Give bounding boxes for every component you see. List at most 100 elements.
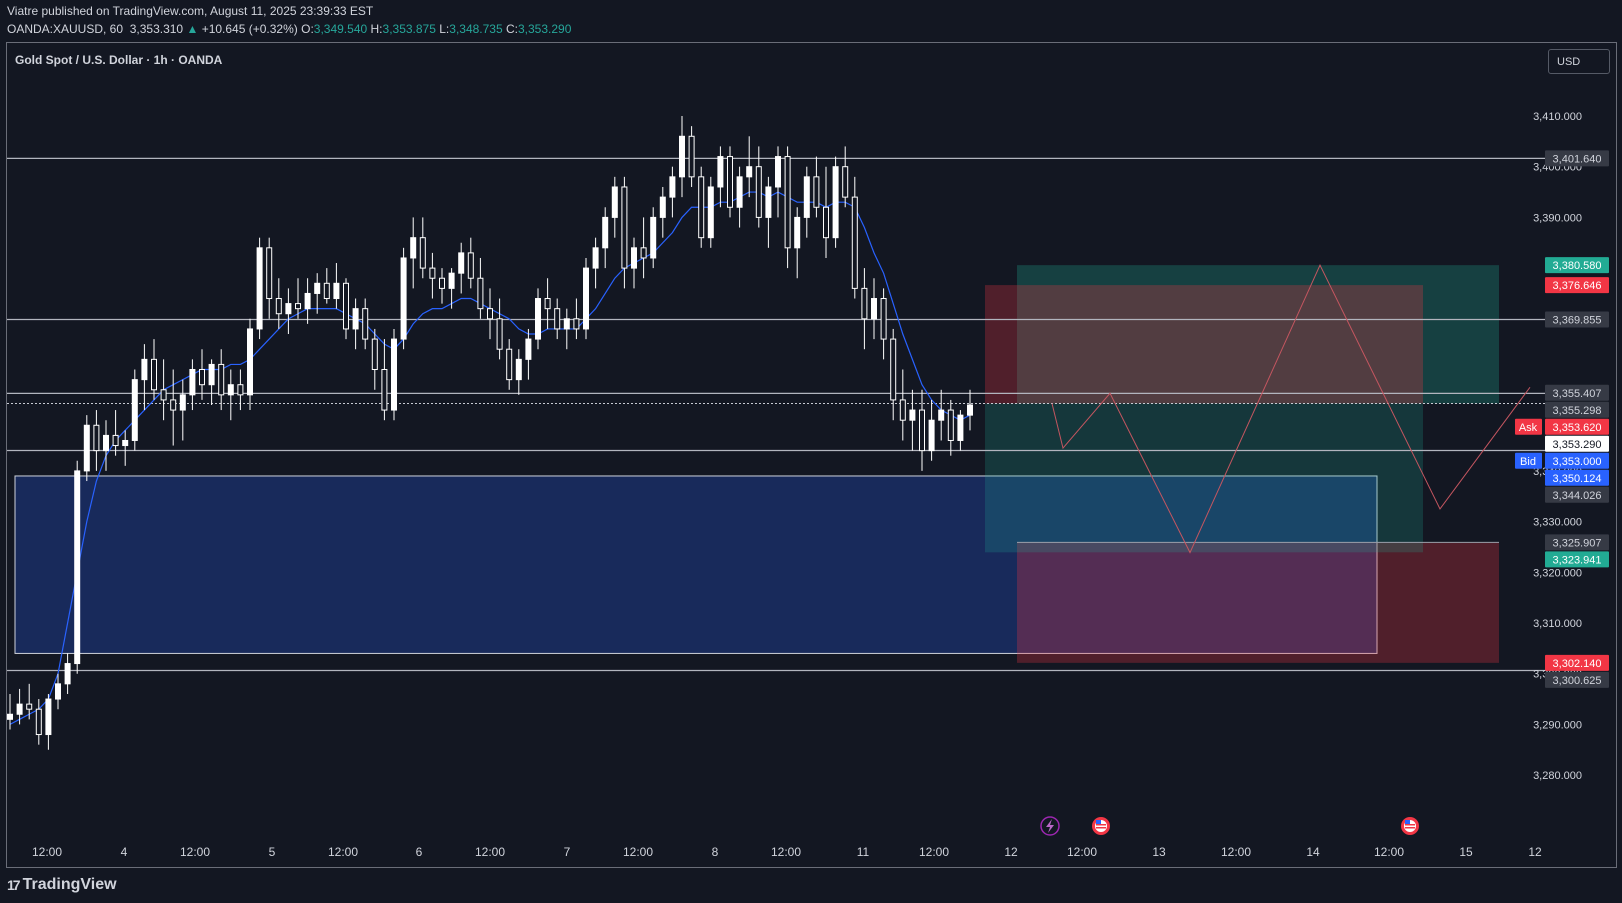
candle <box>717 146 724 208</box>
tradingview-brand[interactable]: 17 TradingView <box>7 876 117 894</box>
candle <box>631 237 637 289</box>
candle-body <box>381 369 388 411</box>
x-tick-label: 11 <box>857 845 870 859</box>
candle-body <box>525 338 532 360</box>
candle <box>707 176 714 248</box>
x-tick-label: 12 <box>1004 845 1018 859</box>
us-flag-event-icon <box>1401 817 1419 835</box>
demand-zone <box>14 475 1378 654</box>
candle <box>304 278 311 324</box>
flag-canton <box>1405 820 1410 824</box>
candle-body <box>938 409 945 421</box>
candle-body <box>851 196 858 289</box>
candle <box>160 359 167 421</box>
price-label-text: 3,355.407 <box>1553 388 1602 400</box>
candle-body <box>679 135 685 178</box>
candle-body <box>122 439 129 447</box>
price-label-bg <box>1545 277 1609 294</box>
candle <box>909 389 916 451</box>
candle-body <box>746 166 753 178</box>
flag-canton <box>1096 820 1101 824</box>
price-label-bg <box>1545 418 1609 435</box>
candle <box>362 298 369 350</box>
candle-body <box>391 338 397 411</box>
y-tick-label: 3,410.000 <box>1533 111 1582 123</box>
candle <box>458 242 465 294</box>
candle <box>803 166 810 238</box>
y-tick-label: 3,290.000 <box>1533 719 1582 731</box>
price-tag-text: Bid <box>1520 456 1536 468</box>
candle-body <box>496 318 503 350</box>
candle <box>880 288 887 360</box>
candle-body <box>650 216 657 259</box>
flag-stripe <box>1405 824 1415 826</box>
candle <box>26 683 33 720</box>
x-tick-label: 12:00 <box>475 845 505 859</box>
candle <box>515 349 522 395</box>
projection-path <box>1051 263 1531 554</box>
candle <box>947 399 954 456</box>
candle-body <box>957 414 964 441</box>
projection-layer <box>1051 263 1531 554</box>
candle <box>928 399 935 461</box>
price-label: 3,302.140 <box>1545 654 1609 671</box>
candle-body <box>640 247 647 259</box>
x-tick-label: 7 <box>564 845 571 859</box>
candle <box>640 217 647 279</box>
time-axis: 12:00 4 12:00 5 12:00 6 12:00 7 12:00 8 12:00 11 12:… <box>32 845 1542 859</box>
candle-body <box>275 298 282 315</box>
candle <box>679 116 685 198</box>
x-tick-label: 12:00 <box>919 845 949 859</box>
candle <box>323 268 330 304</box>
zones-layer <box>14 265 1499 663</box>
price-label-bg <box>1545 534 1609 551</box>
candle-body <box>707 186 714 239</box>
candle-body <box>151 358 157 391</box>
candle <box>151 339 157 400</box>
candle <box>544 278 551 329</box>
price-label-text: 3,350.124 <box>1553 473 1602 485</box>
candle-body <box>448 272 455 289</box>
candle <box>45 693 52 750</box>
candle <box>563 308 570 350</box>
candle-body <box>717 156 724 188</box>
candle <box>467 237 474 289</box>
candle <box>957 410 964 451</box>
price-label-bg <box>1545 654 1609 671</box>
candle-body <box>823 206 829 239</box>
y-tick-label: 3,390.000 <box>1533 212 1582 224</box>
candle-body <box>179 394 186 411</box>
candle <box>189 359 196 411</box>
candle <box>583 257 589 340</box>
candle-body <box>26 703 33 710</box>
x-tick-label: 14 <box>1306 845 1320 859</box>
candle <box>314 273 321 314</box>
candle <box>525 328 532 380</box>
x-tick-label: 12:00 <box>32 845 62 859</box>
candle-body <box>899 399 906 421</box>
price-label-bg <box>1545 435 1609 452</box>
candle-body <box>506 348 513 381</box>
events-layer <box>1040 816 1419 836</box>
long-position-target <box>1017 265 1499 404</box>
candle-body <box>832 166 839 239</box>
candle-body <box>93 424 100 452</box>
candle <box>535 288 541 350</box>
candle <box>851 176 858 299</box>
candle <box>7 693 13 730</box>
candle-body <box>295 303 301 310</box>
candle <box>899 369 906 441</box>
candle-body <box>813 176 820 208</box>
currency-button[interactable]: USD <box>1548 49 1610 74</box>
candle-body <box>659 196 666 218</box>
candle-body <box>112 434 119 447</box>
flag-stripe <box>1405 827 1415 829</box>
long-position-stop <box>1017 542 1499 663</box>
candle <box>295 278 301 319</box>
candle-body <box>103 434 109 452</box>
candle <box>919 389 925 471</box>
candle-body <box>592 247 599 269</box>
price-label-bg <box>1545 551 1609 568</box>
candle <box>813 156 820 218</box>
